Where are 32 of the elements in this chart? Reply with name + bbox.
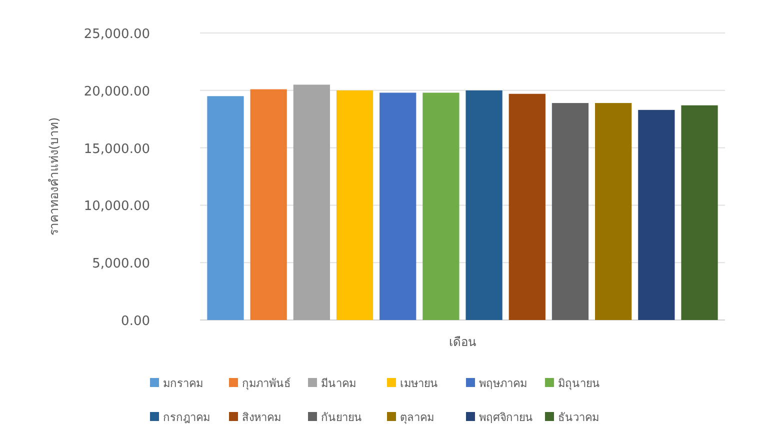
bar <box>508 94 546 320</box>
legend-label: ธันวาคม <box>558 411 599 424</box>
legend-label: พฤศจิกายน <box>479 411 533 424</box>
legend-label: กันยายน <box>321 411 362 424</box>
bar <box>595 103 632 320</box>
y-tick-label: 25,000.00 <box>84 27 150 42</box>
y-tick-label: 0.00 <box>121 314 150 329</box>
y-tick-label: 20,000.00 <box>84 84 150 100</box>
bar <box>207 96 244 320</box>
x-axis-title: เดือน <box>449 335 476 349</box>
legend-label: ตุลาคม <box>400 411 434 424</box>
legend-label: มกราคม <box>163 377 203 390</box>
bar <box>466 90 502 320</box>
legend-label: กรกฎาคม <box>163 411 210 424</box>
bar <box>681 105 718 320</box>
bar <box>250 89 287 320</box>
bar <box>380 92 416 320</box>
legend-label: เมษายน <box>400 377 438 390</box>
y-tick-label: 5,000.00 <box>92 256 150 272</box>
y-tick-label: 10,000.00 <box>84 199 150 214</box>
legend-label: พฤษภาคม <box>479 377 527 390</box>
legend-label: มีนาคม <box>321 377 356 390</box>
bar <box>336 90 374 320</box>
bar <box>552 103 589 320</box>
legend-label: สิงหาคม <box>242 411 281 424</box>
legend-label: กุมภาพันธ์ <box>242 377 291 390</box>
y-tick-label: 15,000.00 <box>84 142 150 157</box>
legend-label: มิถุนายน <box>558 377 600 390</box>
bar <box>638 110 675 320</box>
bar <box>293 84 330 320</box>
bar <box>422 92 460 320</box>
y-axis-title: ราคาทองคำแท่ง(บาท) <box>47 117 61 236</box>
